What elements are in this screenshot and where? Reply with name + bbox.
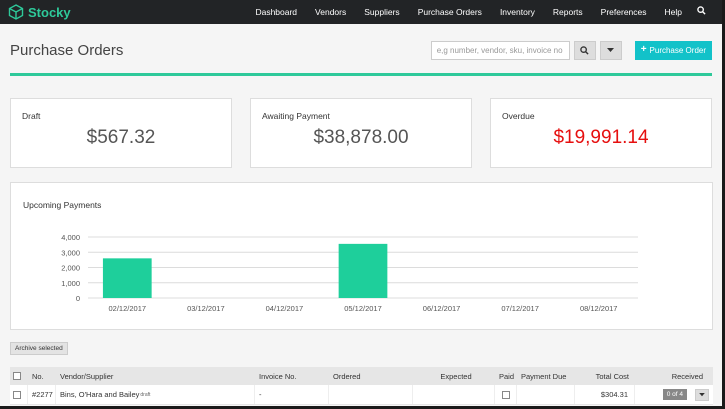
nav-help[interactable]: Help [664,7,682,17]
col-vendor[interactable]: Vendor/Supplier [60,371,114,381]
purchase-orders-table: No. Vendor/Supplier Invoice No. Ordered … [10,367,713,405]
awaiting-payment-card[interactable]: Awaiting Payment $38,878.00 [250,98,472,168]
draft-value: $567.32 [86,127,156,148]
x-tick-label: 04/12/2017 [266,304,304,313]
table-row[interactable]: #2277 Bins, O'Hara and Bailey draft - $3… [10,385,713,405]
select-all-checkbox[interactable] [13,372,21,380]
col-paid[interactable]: Paid [499,371,515,381]
col-ordered[interactable]: Ordered [333,371,361,381]
col-received[interactable]: Received [671,371,703,381]
overdue-label: Overdue [502,111,535,121]
search-icon [580,45,589,55]
nav-vendors[interactable]: Vendors [315,7,347,17]
row-ordered [329,385,413,404]
brand-logo[interactable]: Stocky [8,4,71,20]
nav-search-icon[interactable] [691,6,714,18]
x-tick-label: 02/12/2017 [109,304,147,313]
row-vendor[interactable]: Bins, O'Hara and Bailey draft [56,385,255,404]
row-payment-due [517,385,575,404]
brand-name: Stocky [28,4,71,20]
overdue-value: $19,991.14 [553,127,649,148]
table-header: No. Vendor/Supplier Invoice No. Ordered … [10,367,713,385]
search-button[interactable] [573,40,596,60]
x-tick-label: 08/12/2017 [580,304,618,313]
nav-inventory[interactable]: Inventory [499,7,535,17]
y-tick-label: 3,000 [61,248,80,257]
x-tick-label: 05/12/2017 [344,304,382,313]
filter-dropdown-button[interactable] [599,40,622,60]
row-actions-dropdown[interactable] [695,388,709,401]
row-paid-checkbox[interactable] [501,390,510,399]
row-checkbox[interactable] [13,390,21,399]
page-title: Purchase Orders [10,41,124,59]
y-tick-label: 1,000 [61,279,80,288]
x-tick-label: 03/12/2017 [187,304,225,313]
upcoming-payments-chart: 0 1,000 2,000 3,000 4,000 02/12/2017 03/12/201… [61,233,638,313]
header-divider [10,73,712,76]
x-tick-label: 06/12/2017 [423,304,461,313]
archive-selected-button[interactable]: Archive selected [10,342,68,355]
stocky-logo-icon [8,4,24,20]
upcoming-payments-panel: Upcoming Payments 0 1,000 2,000 3,000 4,000 0… [10,182,713,330]
plus-icon: + [640,44,647,55]
bar [102,258,152,298]
awaiting-payment-value: $38,878.00 [313,127,409,148]
row-draft-tag: draft [140,391,151,398]
nav-preferences[interactable]: Preferences [600,7,647,17]
nav-reports[interactable]: Reports [552,7,583,17]
select-all-checkbox-cell[interactable] [10,367,28,385]
row-checkbox-cell[interactable] [10,385,28,404]
y-tick-label: 4,000 [61,233,80,242]
row-invoice: - [255,385,329,404]
awaiting-payment-label: Awaiting Payment [262,111,330,121]
caret-down-icon [699,392,705,396]
bar [338,243,388,298]
col-total-cost[interactable]: Total Cost [595,371,629,381]
nav-purchase-orders[interactable]: Purchase Orders [417,7,482,17]
caret-down-icon [607,47,615,52]
y-tick-label: 0 [76,294,80,303]
row-paid-cell[interactable] [495,385,517,404]
draft-label: Draft [22,111,41,121]
search-input[interactable] [430,40,570,60]
col-expected[interactable]: Expected [440,371,472,381]
col-number[interactable]: No. [32,371,44,381]
page-header: Purchase Orders + Purchase Order [0,24,722,76]
row-expected [413,385,495,404]
row-received-badge: 0 of 4 [662,389,687,400]
col-payment-due[interactable]: Payment Due [521,371,567,381]
chart-title: Upcoming Payments [23,200,102,210]
top-navbar: Stocky Dashboard Vendors Suppliers Purch… [0,0,722,24]
new-purchase-order-label: Purchase Order [649,45,706,55]
draft-card[interactable]: Draft $567.32 [10,98,232,168]
new-purchase-order-button[interactable]: + Purchase Order [634,40,712,60]
row-number[interactable]: #2277 [28,385,56,404]
col-invoice[interactable]: Invoice No. [259,371,297,381]
x-tick-label: 07/12/2017 [501,304,539,313]
row-total-cost: $304.31 [575,385,635,404]
nav-dashboard[interactable]: Dashboard [255,7,298,17]
overdue-card[interactable]: Overdue $19,991.14 [490,98,712,168]
y-tick-label: 2,000 [61,264,80,273]
nav-suppliers[interactable]: Suppliers [364,7,400,17]
summary-cards: Draft $567.32 Awaiting Payment $38,878.0… [0,98,722,168]
row-received-cell: 0 of 4 [635,385,713,404]
row-vendor-name: Bins, O'Hara and Bailey [60,390,140,399]
